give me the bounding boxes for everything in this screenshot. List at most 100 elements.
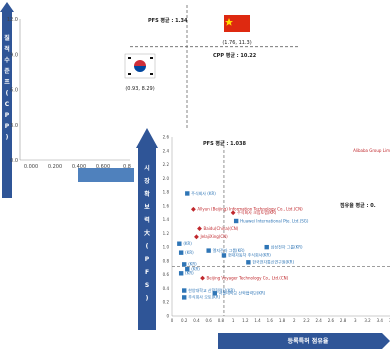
cpp-axis-label-char: 준: [4, 67, 10, 75]
pfs-axis-label-char: S: [145, 282, 149, 289]
pfs-axis-label-char: ): [146, 295, 149, 302]
share-x-tick-label: 1.4: [254, 318, 261, 323]
cpp-y-tick-label: 9.0: [10, 52, 18, 58]
pfs-axis-label-char: F: [145, 269, 149, 276]
data-point-label: 한양대학교 산학협력단(KR): [188, 287, 235, 293]
cpp-axis-label-char: (: [6, 90, 9, 97]
pfs-y-tick-label: 1.4: [163, 217, 170, 222]
share-axis-arrow: [218, 333, 390, 349]
korea-flag-trigram: [128, 57, 131, 59]
data-point: [185, 191, 190, 196]
share-x-tick-label: 0.8: [218, 318, 225, 323]
data-point-label: JelajiXing(CN): [199, 234, 228, 239]
pfs-y-tick-label: 2.2: [163, 162, 170, 167]
korea-flag-trigram: [150, 57, 153, 59]
pfs-y-tick-label: 0.6: [163, 272, 170, 277]
data-point: [182, 262, 187, 267]
share-x-tick-label: 3.4: [377, 318, 384, 323]
data-point: [182, 288, 187, 293]
data-point-label: (KR): [183, 241, 192, 246]
pfs-y-tick-label: 2.6: [163, 135, 170, 140]
pfs-y-tick-label: 2.0: [163, 176, 170, 181]
cpp-y-tick-label: 12.0: [7, 17, 18, 23]
pfs-y-tick-label: 0.2: [163, 300, 170, 305]
pfs-axis-label-char: 장: [144, 177, 150, 185]
data-point: [190, 206, 196, 212]
data-point: [233, 218, 239, 224]
pfs-axis-label-char: 력: [144, 216, 150, 224]
cpp-axis-label-char: 프: [4, 79, 10, 86]
cpp-axis-label-char: ): [6, 134, 9, 141]
data-point-label: 주식회사 (KR): [191, 190, 216, 196]
data-point-label: (KR): [185, 250, 194, 255]
chart-1: 12.0 9.0 6.0 3.0 0.0 0.000 0.200 0.400 0.600 0.8 P…: [7, 5, 300, 170]
data-point: [182, 295, 187, 300]
data-point-label: 주식회사 크립토랩(KR): [237, 209, 277, 215]
korea-flag-red: [134, 60, 146, 66]
pfs-y-tick-label: 0: [166, 314, 169, 319]
cpp-y-tick-label: 0.0: [10, 158, 18, 164]
share-x-tick-label: 3: [354, 318, 357, 323]
pfs-average-label: PFS 평균 : 1.34: [148, 17, 188, 24]
share-x-tick-label: 0: [171, 318, 174, 323]
china-flag-icon: [224, 15, 250, 32]
share-x-tick-label: 2.6: [328, 318, 335, 323]
cpp-axis-label-char: 적: [4, 45, 10, 53]
korea-flag-trigram: [128, 73, 131, 75]
korea-point-label: (0.93, 8.29): [125, 86, 154, 92]
cpp-axis-arrow: [0, 2, 14, 198]
data-point: [264, 244, 269, 250]
share-x-tick-label: 3.2: [364, 318, 371, 323]
cpp-x-tick-label: 0.600: [96, 164, 110, 170]
data-point-label: Baidu(China)(CN): [204, 226, 239, 231]
pfs-average-label: PFS 평균 : 1.038: [203, 140, 246, 147]
cpp-y-tick-label: 3.0: [10, 123, 18, 129]
data-point-label: 주식회사 오토(KR): [188, 294, 220, 300]
share-x-tick-label: 2.2: [303, 318, 310, 323]
share-x-tick-label: 1: [232, 318, 235, 323]
cpp-axis-label-char: P: [5, 123, 10, 130]
data-point-label: 삼성전자 그룹(KR): [271, 243, 303, 249]
pfs-y-tick-label: 1.0: [163, 245, 170, 250]
cpp-axis-label-char: C: [5, 101, 10, 108]
data-point-label: Allyun (Beijing) Information Technology …: [197, 207, 303, 212]
share-x-tick-label: 3.6: [389, 318, 390, 323]
share-x-tick-label: 1.8: [279, 318, 286, 323]
pfs-axis-arrow: [136, 128, 158, 330]
cpp-axis-label-char: 질: [4, 34, 10, 42]
cpp-x-tick-label: 0.8: [123, 164, 131, 170]
data-point: [200, 275, 205, 281]
pfs-y-tick-label: 1.2: [163, 231, 170, 236]
share-x-tick-label: 1.2: [242, 318, 249, 323]
pfs-y-tick-label: 0.4: [163, 286, 170, 291]
pfs-axis-label-char: 보: [144, 204, 150, 211]
korea-flag-blue: [134, 66, 146, 72]
cpp-x-tick-label: 0.000: [24, 164, 38, 170]
pfs-y-tick-label: 0.8: [163, 258, 170, 263]
cpp-x-tick-label: 0.400: [72, 164, 86, 170]
data-point: [206, 248, 211, 253]
data-point: [230, 210, 236, 216]
pfs-y-tick-label: 1.6: [163, 203, 170, 208]
share-x-tick-label: 1.6: [267, 318, 274, 323]
data-point: [177, 241, 182, 246]
data-point: [178, 250, 184, 255]
cpp-average-label: CPP 평균 : 10.22: [213, 52, 257, 59]
pfs-axis-label-char: 大: [144, 229, 150, 237]
china-flag-star: [225, 18, 233, 26]
pfs-y-tick-label: 2.4: [163, 148, 170, 153]
share-x-tick-label: 2.8: [340, 318, 347, 323]
data-point-label: (KR): [188, 262, 197, 267]
data-point-label: 엘지전자 그룹(KR): [213, 247, 245, 253]
data-point-label: 한국전자통신연구원(KR): [252, 259, 294, 265]
data-point: [246, 260, 251, 265]
data-point-label: (KR): [191, 266, 200, 271]
share-average-label: 점유율 평균 : 0.: [340, 202, 376, 209]
pfs-axis-arrow-bottom: [78, 168, 134, 182]
data-point: [194, 234, 199, 240]
data-point: [185, 266, 190, 272]
cpp-axis-label-char: P: [5, 112, 10, 119]
share-x-tick-label: 0.6: [205, 318, 212, 323]
